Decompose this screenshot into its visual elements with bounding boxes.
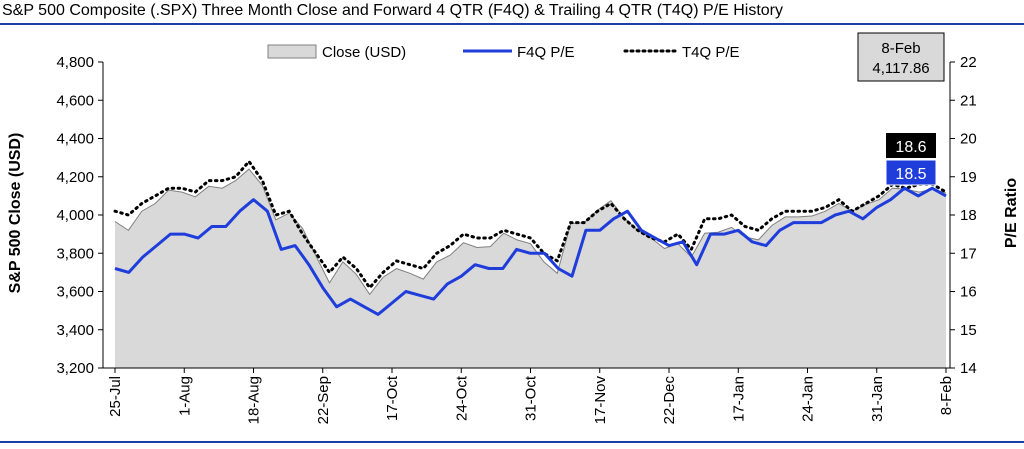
chart-title: S&P 500 Composite (.SPX) Three Month Clo… — [2, 2, 783, 19]
bottom-rule — [0, 441, 1024, 443]
last-value-box: 8-Feb 4,117.86 — [857, 32, 945, 82]
x-tick-label: 22-Sep — [315, 376, 332, 424]
x-ticks: 25-Jul 1-Aug 18-Aug 22-Sep 17-Oct 24-Oct 31-Oc… — [107, 368, 955, 424]
right-tick-label: 22 — [960, 54, 977, 71]
x-tick-label: 25-Jul — [107, 376, 124, 417]
legend-t4q-label: T4Q P/E — [682, 44, 740, 61]
right-axis-label: P/E Ratio — [1003, 178, 1020, 248]
right-tick-label: 14 — [960, 360, 977, 377]
close-line — [114, 168, 947, 296]
x-tick-label: 22-Dec — [661, 376, 678, 425]
legend-swatch-close — [267, 44, 317, 59]
right-tick-label: 17 — [960, 245, 977, 262]
left-tick-label: 3,400 — [56, 322, 94, 339]
right-tick-label: 20 — [960, 131, 977, 148]
x-tick-label: 18-Aug — [246, 376, 263, 424]
x-tick-label: 17-Nov — [592, 376, 609, 425]
last-value-box-bg — [857, 32, 945, 82]
right-tick-label: 21 — [960, 92, 977, 109]
f4q-end-label: 18.5 — [895, 166, 926, 183]
t4q-end-label-bg — [886, 133, 936, 158]
right-tick-label: 18 — [960, 207, 977, 224]
left-tick-label: 4,800 — [56, 54, 94, 71]
f4q-line — [114, 186, 947, 316]
legend-f4q-label: F4Q P/E — [517, 44, 575, 61]
end-labels: 18.6 18.5 — [885, 133, 937, 186]
left-axis-label: S&P 500 Close (USD) — [7, 133, 24, 294]
left-y-ticks: 3,200 3,400 3,600 3,800 4,000 4,200 4,400 4,600… — [56, 54, 103, 377]
left-tick-label: 3,800 — [56, 245, 94, 262]
f4q-end-label-bg — [885, 159, 937, 186]
f4q-series — [114, 186, 947, 316]
x-tick-label: 8-Feb — [938, 376, 955, 415]
x-tick-label: 31-Jan — [869, 376, 886, 422]
x-tick-label: 24-Oct — [453, 375, 470, 421]
legend-close-label: Close (USD) — [322, 44, 406, 61]
t4q-series — [113, 159, 948, 291]
x-tick-label: 24-Jan — [800, 376, 817, 422]
last-value-date: 8-Feb — [881, 40, 920, 57]
legend: Close (USD) F4Q P/E T4Q P/E — [267, 44, 740, 61]
last-value-close: 4,117.86 — [872, 60, 929, 77]
close-area — [115, 169, 946, 368]
x-tick-label: 1-Aug — [176, 376, 193, 416]
t4q-line — [113, 159, 948, 291]
left-tick-label: 4,600 — [56, 92, 94, 109]
close-series — [114, 168, 947, 368]
title-rule — [0, 23, 1024, 25]
left-tick-label: 3,200 — [56, 360, 94, 377]
right-y-ticks: 14 15 16 17 18 19 20 21 22 — [950, 54, 977, 377]
x-tick-label: 17-Oct — [384, 375, 401, 421]
left-tick-label: 4,200 — [56, 169, 94, 186]
x-tick-label: 31-Oct — [523, 375, 540, 421]
right-tick-label: 16 — [960, 284, 977, 301]
left-tick-label: 4,000 — [56, 207, 94, 224]
x-tick-label: 17-Jan — [730, 376, 747, 422]
right-tick-label: 19 — [960, 169, 977, 186]
left-tick-label: 4,400 — [56, 131, 94, 148]
t4q-end-label: 18.6 — [895, 139, 926, 156]
left-tick-label: 3,600 — [56, 284, 94, 301]
right-tick-label: 15 — [960, 322, 977, 339]
